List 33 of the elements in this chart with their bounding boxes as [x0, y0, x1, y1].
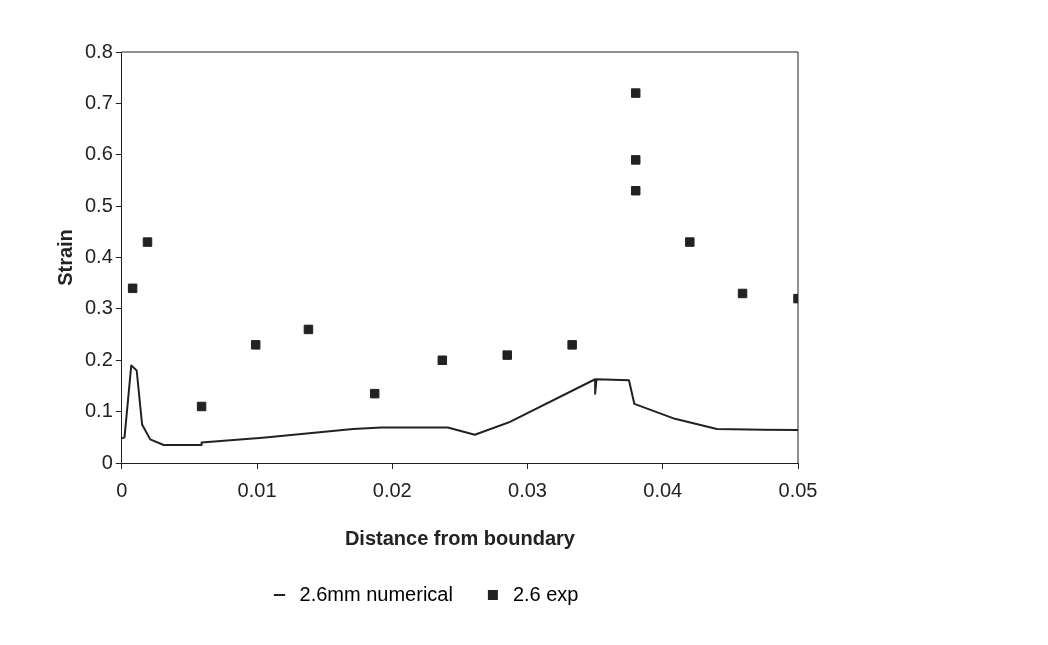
point — [303, 324, 314, 335]
x-tick-label: 0.03 — [508, 478, 547, 501]
x-tick-label: 0 — [116, 478, 128, 501]
point — [502, 350, 512, 360]
y-tick-label: 0.8 — [84, 39, 113, 62]
point — [369, 388, 380, 399]
y-tick-label: 0.5 — [84, 193, 113, 216]
point — [142, 237, 153, 247]
y-tick-label: 0.6 — [84, 142, 113, 165]
y-tick-label: 0.4 — [84, 245, 113, 268]
x-tick-label: 0.05 — [778, 478, 818, 501]
point — [630, 155, 641, 165]
legend-label: 2.6 exp — [512, 582, 579, 605]
x-tick-label: 0.02 — [372, 478, 412, 501]
x-axis-title: Distance from boundary — [344, 526, 576, 549]
x-tick-label: 0.01 — [237, 478, 277, 501]
point — [437, 355, 448, 365]
y-tick-label: 0.1 — [84, 399, 113, 422]
y-axis-title: Strain — [53, 229, 76, 286]
y-tick-label: 0.2 — [84, 347, 113, 370]
point — [567, 340, 577, 350]
point — [250, 340, 261, 350]
point — [630, 185, 641, 196]
point — [127, 283, 138, 294]
point — [737, 288, 748, 299]
point — [196, 401, 207, 412]
x-tick-label: 0.04 — [643, 478, 683, 501]
y-tick-label: 0.3 — [84, 296, 113, 319]
legend-label: 2.6mm numerical — [299, 582, 453, 605]
point — [685, 237, 695, 247]
point — [630, 88, 641, 98]
y-tick-label: 0.7 — [84, 90, 113, 113]
y-tick-label: 0 — [101, 450, 113, 473]
